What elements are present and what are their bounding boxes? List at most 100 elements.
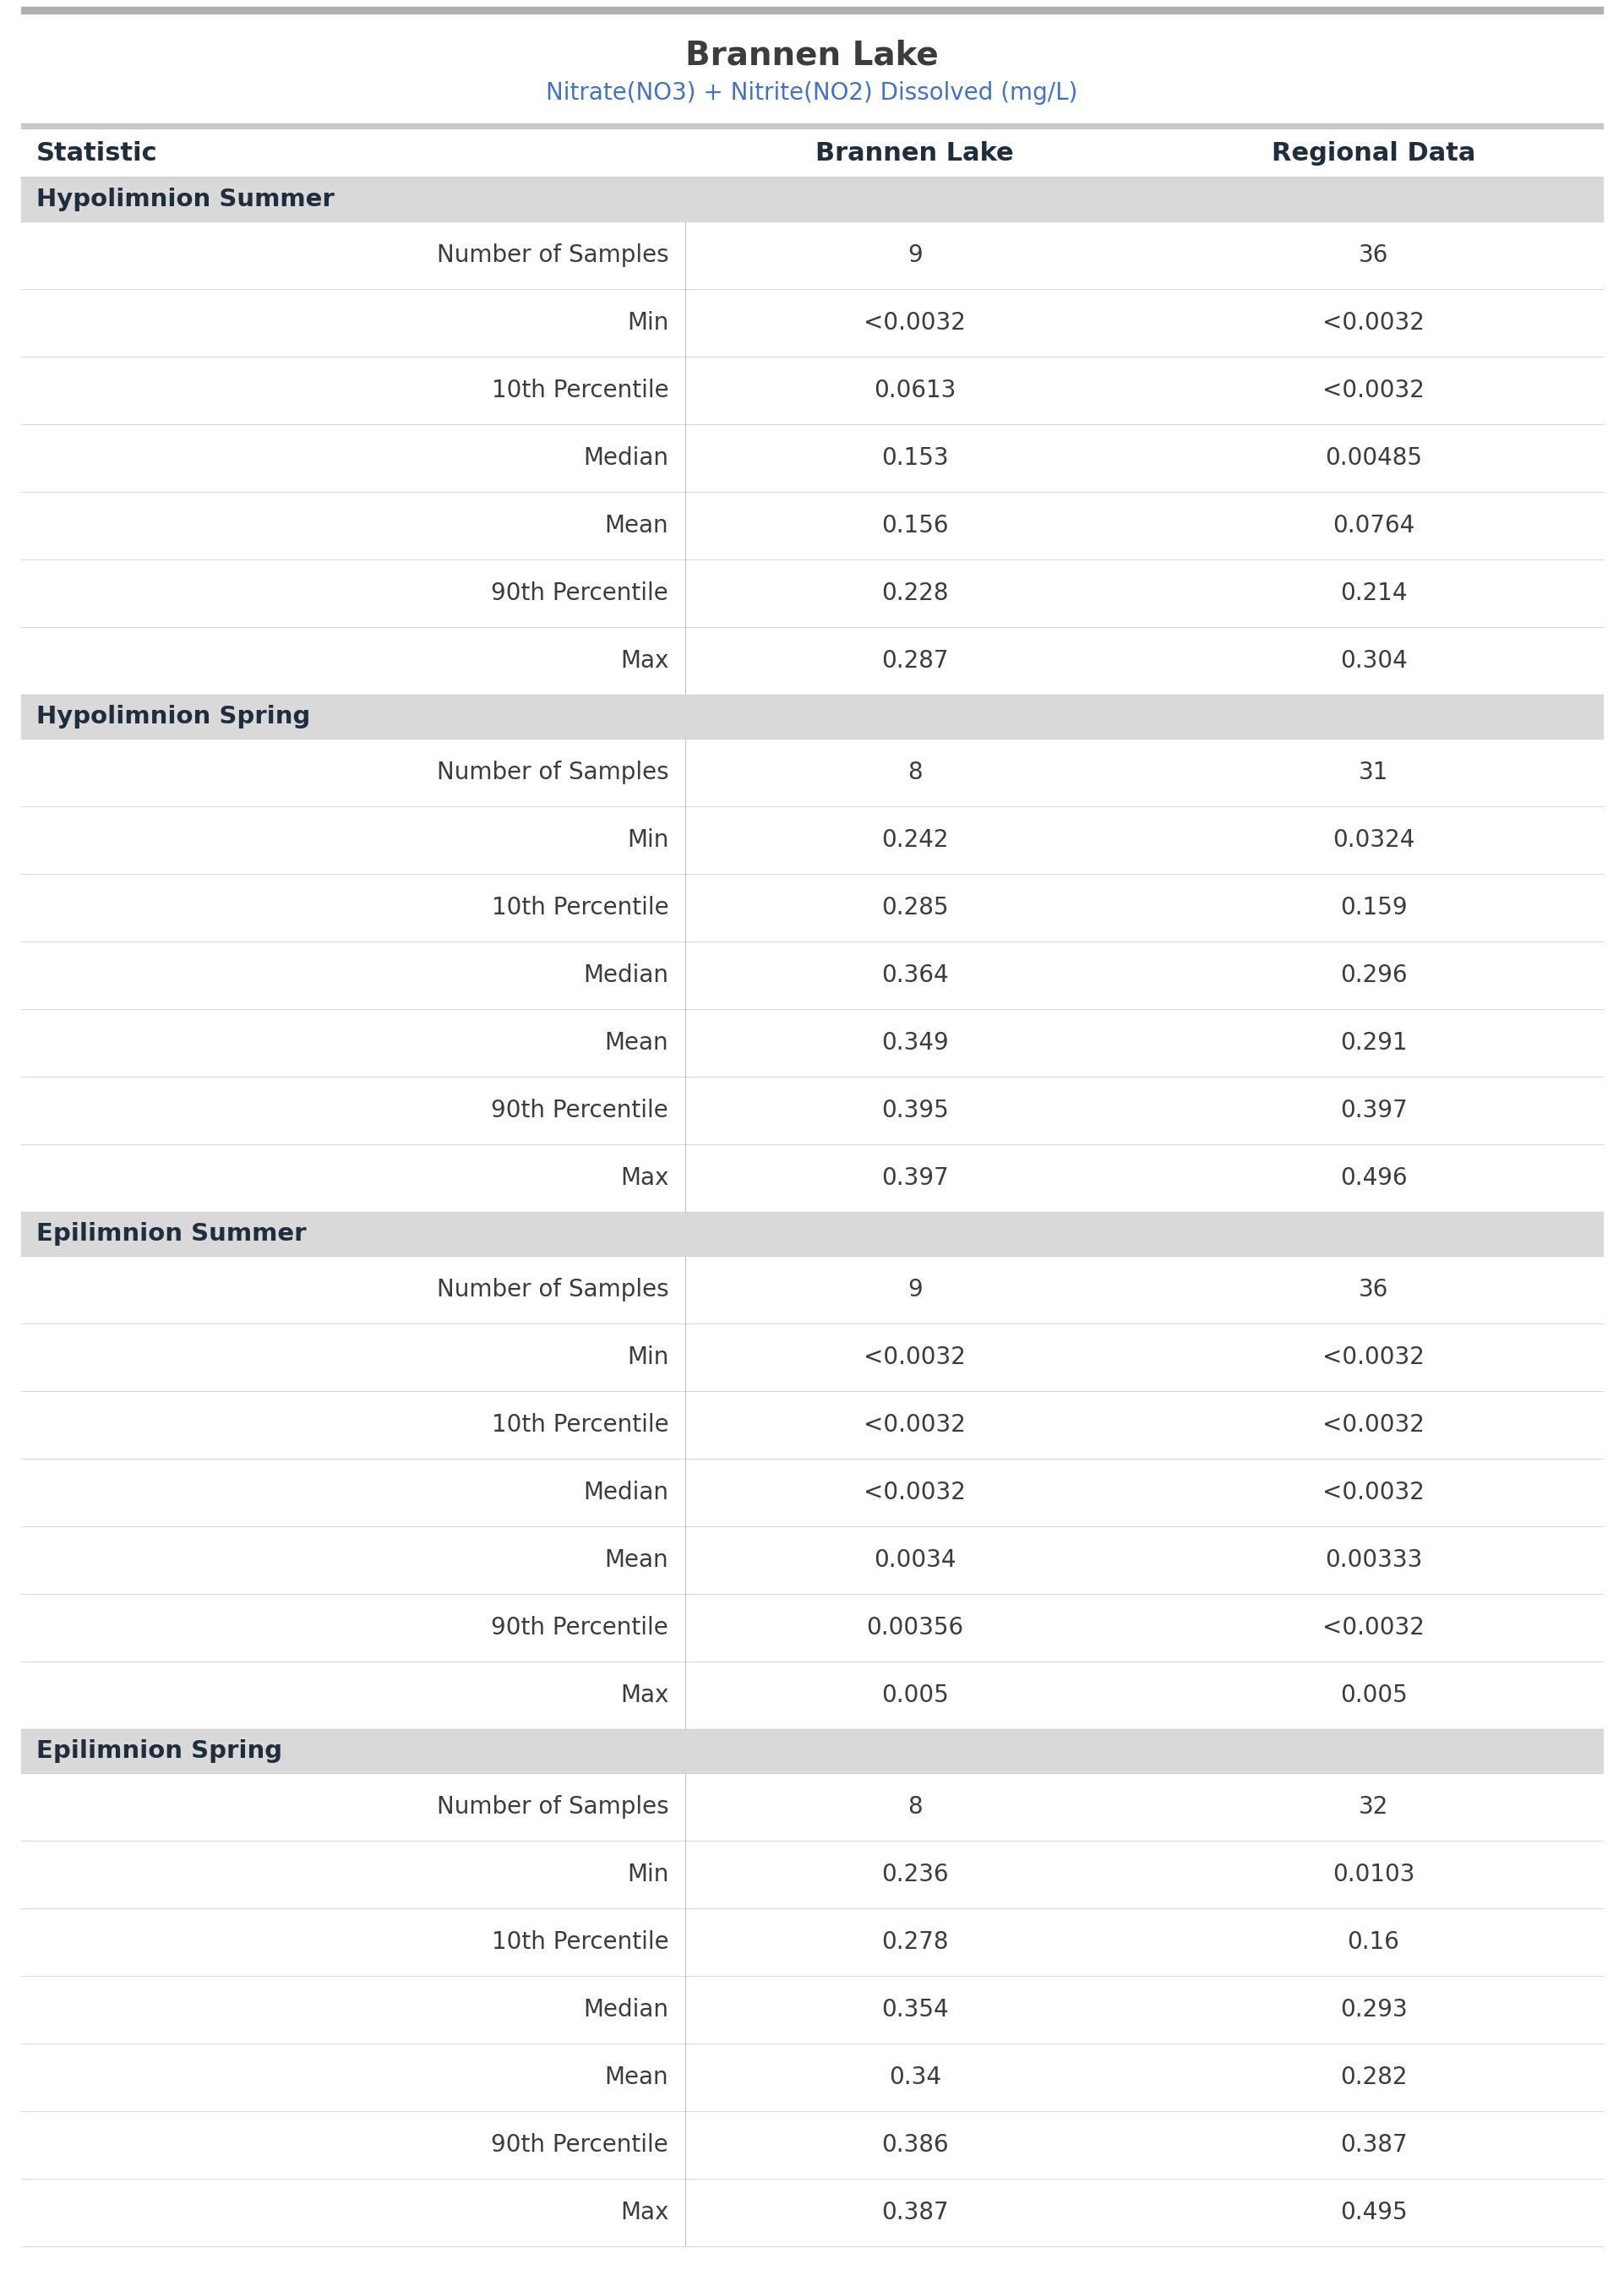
Text: 90th Percentile: 90th Percentile — [492, 1616, 669, 1639]
Text: Nitrate(NO3) + Nitrite(NO2) Dissolved (mg/L): Nitrate(NO3) + Nitrite(NO2) Dissolved (m… — [546, 82, 1078, 104]
Text: 0.285: 0.285 — [882, 897, 948, 919]
Text: 36: 36 — [1359, 243, 1389, 268]
Text: <0.0032: <0.0032 — [1322, 1412, 1424, 1437]
Text: 0.159: 0.159 — [1340, 897, 1406, 919]
Text: 0.282: 0.282 — [1340, 2066, 1406, 2088]
Bar — [21, 288, 1603, 356]
Bar — [21, 1841, 1603, 1909]
Text: <0.0032: <0.0032 — [1322, 1346, 1424, 1369]
Text: Median: Median — [583, 1998, 669, 2023]
Text: Mean: Mean — [604, 1031, 669, 1056]
Text: 0.349: 0.349 — [882, 1031, 948, 1056]
Text: 0.495: 0.495 — [1340, 2200, 1406, 2225]
Text: 10th Percentile: 10th Percentile — [492, 1930, 669, 1954]
Text: Min: Min — [627, 1864, 669, 1886]
Bar — [21, 123, 1603, 129]
Bar — [21, 356, 1603, 424]
Text: 0.0034: 0.0034 — [874, 1548, 957, 1571]
Text: 8: 8 — [908, 1796, 922, 1818]
Bar — [21, 1010, 1603, 1076]
Text: Epilimnion Summer: Epilimnion Summer — [36, 1221, 307, 1246]
Text: 0.228: 0.228 — [882, 581, 948, 606]
Bar — [21, 424, 1603, 493]
Text: 0.156: 0.156 — [882, 513, 948, 538]
Text: Mean: Mean — [604, 2066, 669, 2088]
Bar — [21, 2179, 1603, 2247]
Bar — [21, 1392, 1603, 1460]
Text: 0.395: 0.395 — [882, 1099, 948, 1121]
Text: 90th Percentile: 90th Percentile — [492, 581, 669, 606]
Text: Number of Samples: Number of Samples — [437, 760, 669, 783]
Text: Number of Samples: Number of Samples — [437, 1796, 669, 1818]
Bar — [21, 222, 1603, 288]
Text: 0.005: 0.005 — [882, 1684, 948, 1707]
Bar — [21, 1662, 1603, 1730]
Text: 90th Percentile: 90th Percentile — [492, 1099, 669, 1121]
Bar — [21, 1909, 1603, 1975]
Text: Number of Samples: Number of Samples — [437, 1278, 669, 1301]
Bar — [21, 627, 1603, 695]
Text: 0.304: 0.304 — [1340, 649, 1408, 672]
Bar — [21, 1594, 1603, 1662]
Text: 9: 9 — [908, 243, 922, 268]
Text: Median: Median — [583, 1480, 669, 1505]
Text: 0.00333: 0.00333 — [1325, 1548, 1423, 1571]
Text: Max: Max — [620, 649, 669, 672]
Text: 0.364: 0.364 — [882, 962, 948, 987]
Text: 0.0764: 0.0764 — [1332, 513, 1415, 538]
Text: Min: Min — [627, 311, 669, 334]
Text: 0.0613: 0.0613 — [874, 379, 957, 402]
Text: Mean: Mean — [604, 513, 669, 538]
Bar — [21, 806, 1603, 874]
Bar — [21, 1773, 1603, 1841]
Text: <0.0032: <0.0032 — [1322, 379, 1424, 402]
Bar — [21, 493, 1603, 558]
Bar — [21, 1323, 1603, 1392]
Text: 0.236: 0.236 — [882, 1864, 948, 1886]
Bar — [21, 874, 1603, 942]
Text: 32: 32 — [1359, 1796, 1389, 1818]
Text: 0.16: 0.16 — [1348, 1930, 1400, 1954]
Text: 8: 8 — [908, 760, 922, 783]
Text: Min: Min — [627, 829, 669, 851]
Text: <0.0032: <0.0032 — [864, 1480, 966, 1505]
Bar — [21, 1076, 1603, 1144]
Bar — [21, 1460, 1603, 1525]
Text: Statistic: Statistic — [36, 141, 158, 166]
Text: Mean: Mean — [604, 1548, 669, 1571]
Text: Brannen Lake: Brannen Lake — [815, 141, 1013, 166]
Bar — [21, 1144, 1603, 1212]
Text: 0.242: 0.242 — [882, 829, 948, 851]
Text: Epilimnion Spring: Epilimnion Spring — [36, 1739, 283, 1764]
Text: 0.397: 0.397 — [1340, 1099, 1408, 1121]
Text: <0.0032: <0.0032 — [1322, 1480, 1424, 1505]
Text: 0.0103: 0.0103 — [1332, 1864, 1415, 1886]
Text: <0.0032: <0.0032 — [1322, 1616, 1424, 1639]
Text: 0.153: 0.153 — [882, 447, 948, 470]
Text: 0.387: 0.387 — [1340, 2134, 1406, 2156]
Text: Regional Data: Regional Data — [1272, 141, 1476, 166]
Text: 0.0324: 0.0324 — [1332, 829, 1415, 851]
Text: Max: Max — [620, 1684, 669, 1707]
Text: 31: 31 — [1359, 760, 1389, 783]
Text: Median: Median — [583, 447, 669, 470]
Text: 0.496: 0.496 — [1340, 1167, 1406, 1189]
Bar — [21, 695, 1603, 738]
Text: 10th Percentile: 10th Percentile — [492, 897, 669, 919]
Text: 0.00485: 0.00485 — [1325, 447, 1423, 470]
Text: Hypolimnion Spring: Hypolimnion Spring — [36, 704, 310, 729]
Text: 0.00356: 0.00356 — [866, 1616, 963, 1639]
Text: 0.354: 0.354 — [882, 1998, 948, 2023]
Bar — [21, 7, 1603, 14]
Text: 0.387: 0.387 — [882, 2200, 948, 2225]
Text: Max: Max — [620, 1167, 669, 1189]
Text: Max: Max — [620, 2200, 669, 2225]
Text: 36: 36 — [1359, 1278, 1389, 1301]
Text: Brannen Lake: Brannen Lake — [685, 39, 939, 70]
Text: 9: 9 — [908, 1278, 922, 1301]
Text: 0.296: 0.296 — [1340, 962, 1406, 987]
Text: Hypolimnion Summer: Hypolimnion Summer — [36, 188, 335, 211]
Text: <0.0032: <0.0032 — [864, 1412, 966, 1437]
Text: 0.293: 0.293 — [1340, 1998, 1408, 2023]
Text: <0.0032: <0.0032 — [1322, 311, 1424, 334]
